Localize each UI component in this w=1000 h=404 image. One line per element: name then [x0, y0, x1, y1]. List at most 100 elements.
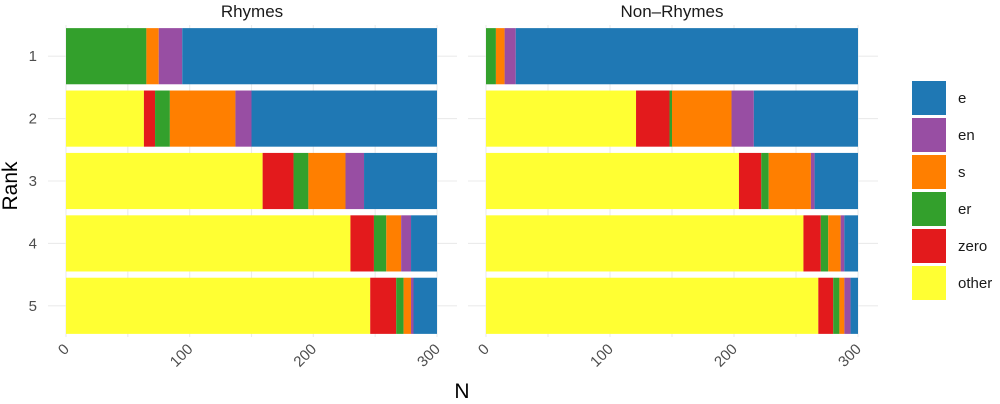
bar-segment-other-rank-4: [66, 215, 351, 272]
y-tick-label: 1: [29, 48, 37, 65]
y-tick-label: 5: [29, 298, 37, 315]
x-tick-label: 0: [55, 341, 73, 359]
y-tick-label: 3: [29, 173, 37, 190]
bar-segment-en-rank-1: [158, 28, 183, 85]
legend-swatch: [912, 192, 946, 226]
x-tick-label: 100: [587, 341, 617, 371]
bar-segment-en-rank-3: [345, 152, 365, 210]
bar-segment-e-rank-2: [753, 90, 858, 147]
legend-swatch: [912, 81, 946, 115]
bar-segment-en-rank-5: [844, 277, 851, 334]
bar-segment-s-rank-1: [495, 28, 505, 85]
bar-segment-en-rank-5: [411, 277, 414, 334]
bar-segment-er-rank-5: [833, 277, 840, 334]
bar-segment-other-rank-5: [486, 277, 819, 334]
bar-segment-zero-rank-5: [370, 277, 397, 334]
bar-segment-en-rank-4: [840, 215, 845, 272]
bar-segment-other-rank-4: [486, 215, 804, 272]
legend-label: other: [958, 275, 992, 292]
facet-panel-rhymes: Rhymes: [48, 2, 457, 337]
legend-label: er: [958, 201, 971, 218]
bar-segment-er-rank-1: [66, 28, 147, 85]
y-axis-title: Rank: [0, 161, 22, 211]
bar-segment-zero-rank-4: [350, 215, 374, 272]
legend-swatch: [912, 155, 946, 189]
bar-segment-er-rank-5: [396, 277, 404, 334]
bar-segment-zero-rank-5: [818, 277, 834, 334]
bar-segment-s-rank-1: [146, 28, 159, 85]
y-tick-label: 4: [29, 235, 37, 252]
bar-segment-er-rank-2: [155, 90, 170, 147]
bar-segment-s-rank-2: [672, 90, 732, 147]
bar-segment-e-rank-5: [850, 277, 858, 334]
bar-segment-er-rank-3: [293, 152, 309, 210]
legend-item-en: en: [912, 118, 975, 152]
legend-item-s: s: [912, 155, 966, 189]
bar-segment-s-rank-4: [386, 215, 402, 272]
x-tick-label: 200: [290, 341, 320, 371]
bar-segment-other-rank-3: [66, 152, 263, 210]
bar-segment-er-rank-3: [761, 152, 769, 210]
bar-segment-s-rank-4: [828, 215, 841, 272]
bar-segment-zero-rank-2: [636, 90, 670, 147]
legend-swatch: [912, 266, 946, 300]
bar-segment-other-rank-2: [66, 90, 144, 147]
x-tick-label: 300: [835, 341, 865, 371]
bar-segment-e-rank-1: [182, 28, 437, 85]
x-tick-label: 0: [475, 341, 493, 359]
bar-segment-zero-rank-2: [143, 90, 156, 147]
bar-segment-zero-rank-3: [262, 152, 294, 210]
bar-segment-other-rank-3: [486, 152, 739, 210]
legend-swatch: [912, 118, 946, 152]
bar-segment-e-rank-2: [251, 90, 437, 147]
x-tick-label: 100: [167, 341, 197, 371]
legend-label: en: [958, 127, 975, 144]
bar-segment-s-rank-3: [768, 152, 811, 210]
x-axis: 0 100 200 300 0 100 200 300: [55, 341, 865, 371]
facet-title: Non–Rhymes: [621, 2, 724, 21]
bar-segment-s-rank-2: [169, 90, 236, 147]
facet-panel-non-rhymes: Non–Rhymes: [468, 2, 878, 337]
bar-segment-er-rank-4: [373, 215, 387, 272]
legend-item-other: other: [912, 266, 992, 300]
bar-segment-er-rank-1: [486, 28, 496, 85]
bar-segment-zero-rank-4: [803, 215, 821, 272]
x-tick-label: 200: [711, 341, 741, 371]
legend-label: zero: [958, 238, 987, 255]
bar-segment-er-rank-4: [820, 215, 829, 272]
bar-segment-other-rank-5: [66, 277, 371, 334]
y-tick-label: 2: [29, 111, 37, 128]
bars: [66, 28, 437, 334]
bar-segment-e-rank-4: [844, 215, 858, 272]
bar-segment-e-rank-5: [413, 277, 437, 334]
bar-segment-zero-rank-3: [738, 152, 762, 210]
bar-segment-en-rank-4: [401, 215, 412, 272]
bar-segment-e-rank-3: [364, 152, 437, 210]
legend-swatch: [912, 229, 946, 263]
legend-item-er: er: [912, 192, 971, 226]
legend-item-e: e: [912, 81, 966, 115]
bar-segment-s-rank-5: [839, 277, 845, 334]
bar-segment-e-rank-3: [814, 152, 858, 210]
bar-segment-other-rank-2: [486, 90, 637, 147]
bar-segment-e-rank-4: [411, 215, 437, 272]
legend-label: s: [958, 164, 966, 181]
facet-title: Rhymes: [221, 2, 283, 21]
bars: [486, 28, 858, 334]
y-axis: 1 2 3 4 5: [29, 48, 37, 315]
bar-segment-en-rank-1: [504, 28, 516, 85]
bar-segment-en-rank-2: [235, 90, 252, 147]
bar-segment-er-rank-2: [669, 90, 672, 147]
legend: e en s er zero other: [912, 81, 992, 300]
legend-label: e: [958, 90, 966, 107]
bar-segment-s-rank-5: [403, 277, 412, 334]
bar-segment-e-rank-1: [515, 28, 858, 85]
bar-segment-s-rank-3: [308, 152, 346, 210]
x-axis-title: N: [454, 380, 469, 403]
x-tick-label: 300: [414, 341, 444, 371]
bar-segment-en-rank-2: [731, 90, 754, 147]
bar-segment-en-rank-3: [810, 152, 815, 210]
legend-item-zero: zero: [912, 229, 987, 263]
